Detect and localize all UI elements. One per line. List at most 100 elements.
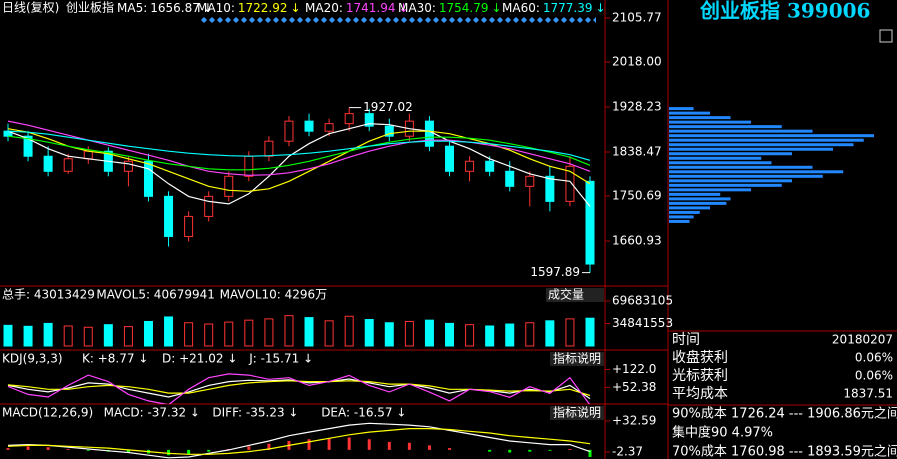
candle-body bbox=[565, 165, 575, 202]
chip-bar bbox=[669, 192, 721, 196]
volume-bar bbox=[585, 317, 595, 347]
ma-label: MA5: bbox=[117, 1, 147, 15]
chip-bar bbox=[669, 210, 700, 214]
candle-body bbox=[143, 160, 153, 197]
volume-bar bbox=[83, 326, 93, 347]
volume-bar bbox=[324, 320, 334, 347]
candle-body bbox=[324, 123, 334, 132]
candle-body bbox=[384, 125, 394, 137]
info-line: 集中度90 4.97% bbox=[672, 425, 773, 441]
chip-bar bbox=[669, 215, 694, 219]
ma-trend: ↓ bbox=[492, 1, 502, 15]
side-title: 创业板指 399006 bbox=[699, 0, 870, 23]
volume-bar bbox=[424, 319, 434, 347]
volume-bar bbox=[43, 322, 53, 347]
info-value: 0.06% bbox=[855, 369, 893, 383]
y-tick-label: 34841553 bbox=[612, 316, 673, 330]
candle-body bbox=[83, 150, 93, 160]
candle-body bbox=[23, 135, 33, 157]
candle-body bbox=[465, 160, 475, 172]
chip-bar bbox=[669, 201, 727, 205]
indicator-line bbox=[7, 373, 591, 404]
candle-body bbox=[424, 120, 434, 147]
volume-bar bbox=[103, 324, 113, 347]
candle-body bbox=[164, 195, 174, 237]
chip-bar bbox=[669, 156, 762, 160]
volume-plot bbox=[3, 315, 595, 347]
ma-legend: MA10: 1722.92 ↓ bbox=[197, 1, 301, 15]
vol-label: 成交量 bbox=[548, 287, 584, 302]
vol-select[interactable] bbox=[546, 288, 604, 302]
volume-bar bbox=[204, 323, 214, 347]
panel-header: MAVOL5: 40679941 bbox=[96, 288, 214, 302]
candle-body bbox=[3, 130, 13, 137]
candle-body bbox=[445, 145, 455, 172]
chip-bar bbox=[669, 111, 710, 115]
candle-body bbox=[43, 155, 53, 172]
macd-plot bbox=[6, 422, 592, 459]
ma-legend: MA20: 1741.94 ↓ bbox=[305, 1, 409, 15]
panel-header: MACD(12,26,9) bbox=[2, 406, 93, 420]
candle-body bbox=[364, 113, 374, 127]
help-button[interactable] bbox=[550, 352, 604, 366]
ma-label: MA60: bbox=[502, 1, 540, 15]
indicator-line bbox=[7, 428, 591, 455]
volume-bar bbox=[445, 322, 455, 347]
volume-bar bbox=[264, 318, 274, 347]
y-tick-label: -2.37 bbox=[612, 444, 643, 458]
icon[interactable] bbox=[879, 29, 893, 43]
volume-bar bbox=[505, 323, 515, 347]
indicator-line bbox=[7, 123, 591, 207]
ma-value: 1741.94 bbox=[346, 1, 396, 15]
volume-bar bbox=[304, 317, 314, 347]
volume-bar bbox=[164, 316, 174, 347]
chip-bar bbox=[669, 138, 864, 142]
chip-bar bbox=[669, 165, 813, 169]
volume-bar bbox=[284, 315, 294, 347]
chip-bar bbox=[669, 147, 833, 151]
candle-body bbox=[485, 160, 495, 172]
kdj-plot bbox=[7, 373, 591, 404]
volume-bar bbox=[485, 325, 495, 347]
candle-body bbox=[284, 120, 294, 142]
volume-bar bbox=[3, 324, 13, 347]
info-value: 0.06% bbox=[855, 351, 893, 365]
panel-header: MAVOL10: 4296万 bbox=[220, 288, 328, 302]
candle-body bbox=[123, 160, 133, 172]
volume-bar bbox=[545, 320, 555, 347]
y-tick-label: +122.0 bbox=[612, 362, 656, 376]
volume-bar bbox=[244, 319, 254, 347]
chip-bar bbox=[669, 134, 874, 138]
ma-trend: ↓ bbox=[596, 1, 606, 15]
ma-label: MA30: bbox=[398, 1, 436, 15]
candle-body bbox=[264, 140, 274, 157]
volume-bar bbox=[143, 320, 153, 347]
volume-bar bbox=[384, 322, 394, 347]
info-label: 时间 bbox=[672, 332, 700, 348]
info-line: 70%成本 1760.98 --- 1893.59元之间 bbox=[672, 445, 897, 459]
chip-bar bbox=[669, 174, 823, 178]
help-button[interactable] bbox=[550, 406, 604, 420]
volume-bar bbox=[364, 319, 374, 347]
chip-bar bbox=[669, 197, 731, 201]
info-label: 收盘获利 bbox=[672, 349, 728, 366]
candle-body bbox=[344, 113, 354, 125]
period: 日线(复权) bbox=[2, 1, 59, 15]
y-tick-label: 1838.47 bbox=[612, 144, 662, 158]
ma-label: MA10: bbox=[197, 1, 235, 15]
volume-bar bbox=[63, 325, 73, 347]
chip-bar bbox=[669, 143, 854, 147]
chip-bar bbox=[669, 161, 772, 165]
price-annotation: 1597.89 bbox=[530, 265, 580, 279]
y-tick-label: 1750.69 bbox=[612, 189, 662, 203]
candle-body bbox=[304, 120, 314, 132]
volume-bar bbox=[184, 322, 194, 347]
ma-value: 1777.39 bbox=[543, 1, 593, 15]
volume-bar bbox=[404, 320, 414, 347]
volume-bar bbox=[525, 322, 535, 347]
volume-bar bbox=[224, 321, 234, 347]
marker-row bbox=[200, 16, 596, 24]
info-value: 20180207 bbox=[832, 333, 893, 347]
chip-bar bbox=[669, 107, 694, 111]
